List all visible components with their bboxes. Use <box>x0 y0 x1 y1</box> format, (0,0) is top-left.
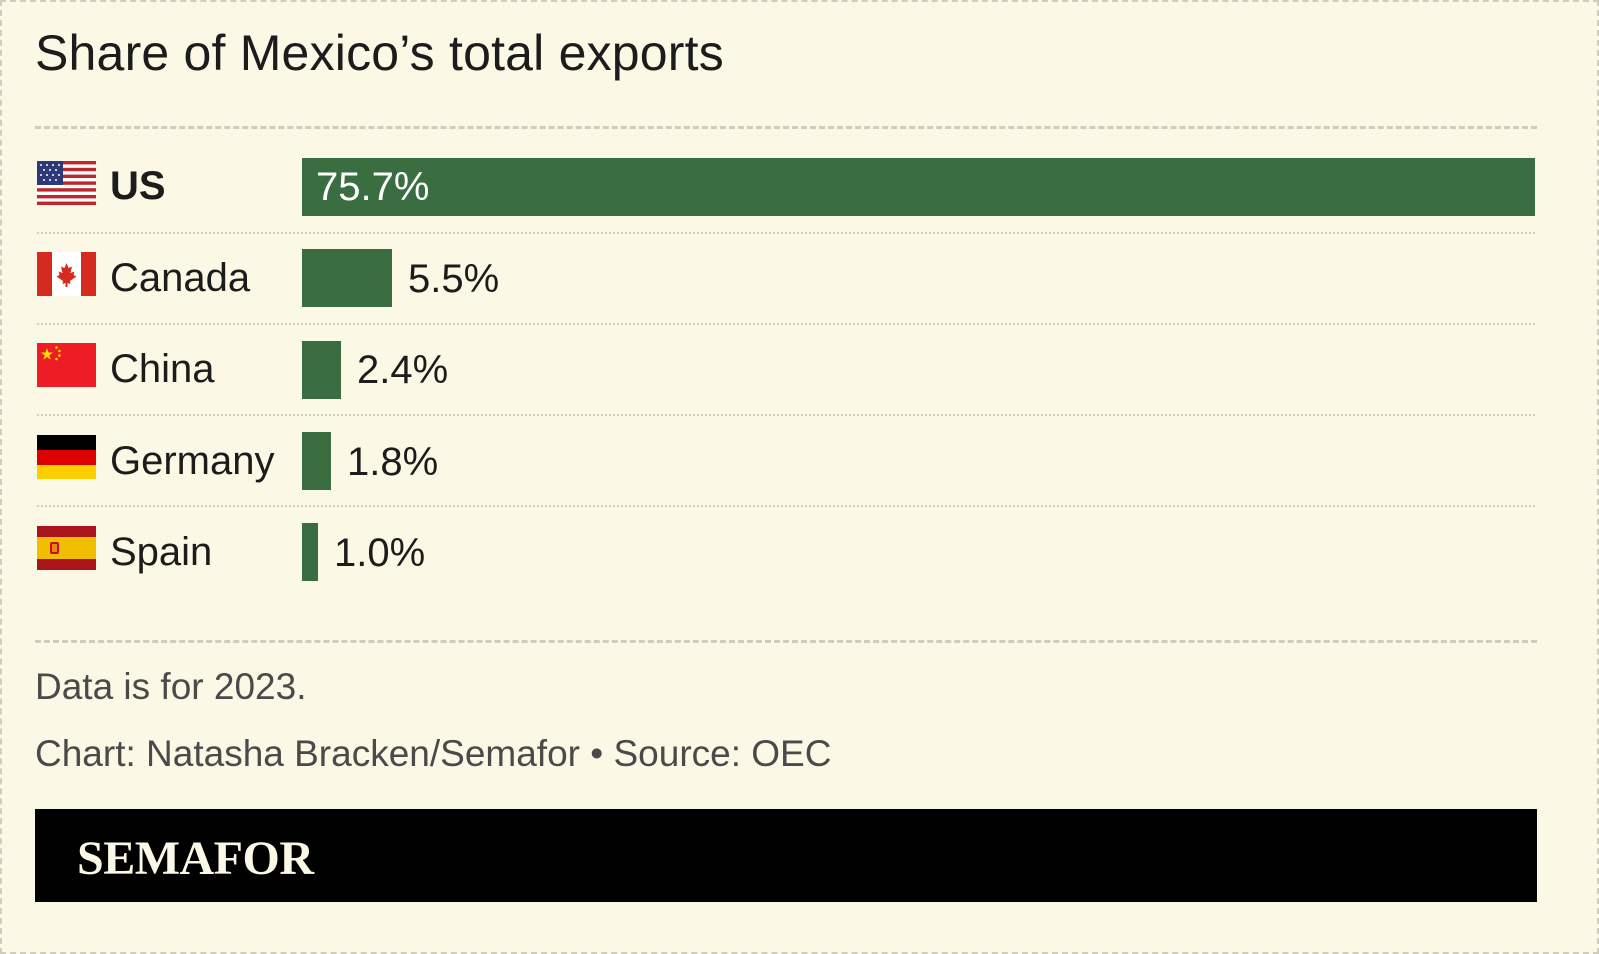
row-divider <box>37 414 1535 416</box>
canada-flag-icon <box>37 252 96 296</box>
chart-credit: Chart: Natasha Bracken/Semafor • Source:… <box>35 733 832 774</box>
bottom-divider <box>35 640 1537 643</box>
semafor-logo: SEMAFOR <box>77 832 314 885</box>
category-label: China <box>110 347 215 391</box>
bar-us <box>302 158 1535 216</box>
bar-germany <box>302 432 331 490</box>
top-divider <box>35 126 1537 129</box>
value-label: 5.5% <box>408 257 500 301</box>
spain-flag-icon <box>37 526 96 570</box>
category-label: Canada <box>110 256 251 300</box>
category-label: Germany <box>110 439 275 483</box>
value-label: 75.7% <box>316 165 430 209</box>
value-label: 1.8% <box>347 440 439 484</box>
bar-canada <box>302 249 392 307</box>
bar-china <box>302 341 341 399</box>
chart-title: Share of Mexico’s total exports <box>35 25 724 81</box>
value-label: 1.0% <box>334 531 426 575</box>
row-divider <box>37 232 1535 234</box>
data-note: Data is for 2023. <box>35 666 307 707</box>
row-divider <box>37 505 1535 507</box>
us-flag-icon <box>37 161 96 205</box>
category-label: US <box>110 164 166 208</box>
china-flag-icon <box>37 343 96 387</box>
row-divider <box>37 323 1535 325</box>
bar-spain <box>302 523 318 581</box>
category-label: Spain <box>110 530 213 574</box>
value-label: 2.4% <box>357 348 449 392</box>
footer-banner: SEMAFOR <box>35 809 1537 902</box>
germany-flag-icon <box>37 435 96 479</box>
